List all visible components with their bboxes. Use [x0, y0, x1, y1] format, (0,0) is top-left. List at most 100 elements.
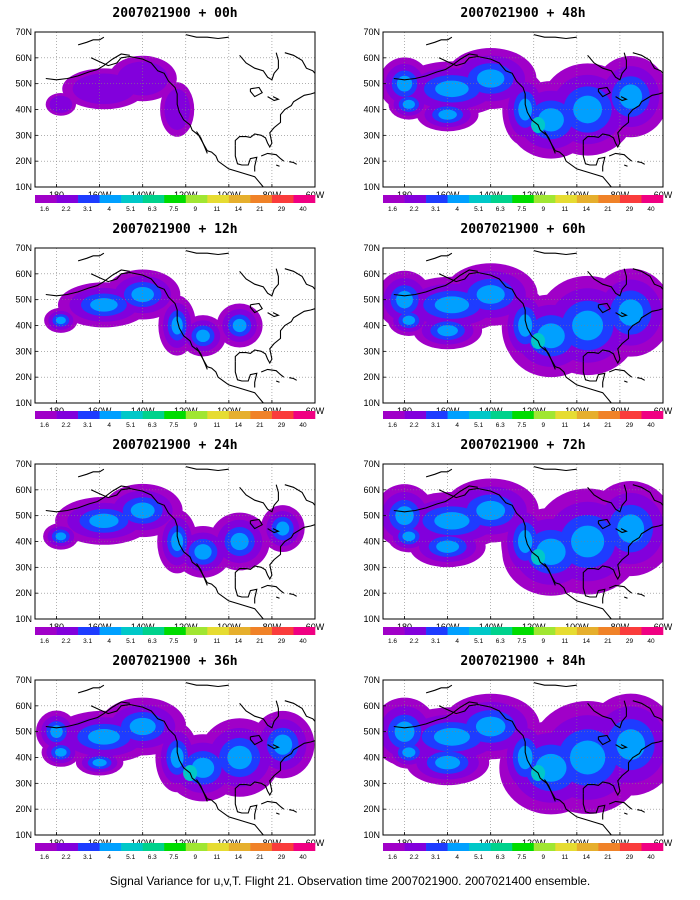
- latitude-label: 50N: [15, 727, 32, 737]
- latitude-label: 10N: [363, 398, 380, 408]
- variance-map: 70N60N50N40N30N20N10N180160W140W120W100W…: [15, 675, 324, 861]
- latitude-label: 20N: [363, 372, 380, 382]
- variance-contour: [618, 299, 644, 326]
- colorbar-swatch: [641, 411, 664, 419]
- colorbar-swatch: [99, 627, 122, 635]
- colorbar-label: 40: [647, 638, 655, 645]
- variance-contour: [476, 285, 505, 304]
- colorbar-swatch: [533, 627, 556, 635]
- latitude-label: 10N: [363, 830, 380, 840]
- colorbar-label: 1.6: [40, 422, 49, 429]
- latitude-label: 40N: [363, 105, 380, 115]
- coastlines: [45, 682, 315, 835]
- map-panel: 2007021900 + 00h70N60N50N40N30N20N10N180…: [0, 6, 330, 218]
- panel-title: 2007021900 + 48h: [460, 6, 586, 21]
- latitude-label: 10N: [363, 182, 380, 192]
- colorbar-swatch: [512, 843, 535, 851]
- colorbar-swatch: [576, 627, 599, 635]
- colorbar-swatch: [619, 411, 642, 419]
- colorbar-label: 3.1: [83, 206, 92, 213]
- colorbar-label: 2.2: [62, 206, 71, 213]
- colorbar-swatch: [207, 411, 230, 419]
- colorbar-swatch: [447, 195, 470, 203]
- colorbar-label: 1.6: [388, 206, 397, 213]
- colorbar-swatch: [271, 195, 294, 203]
- colorbar-swatch: [78, 411, 100, 419]
- colorbar-label: 11: [561, 422, 568, 429]
- colorbar-swatch: [447, 411, 470, 419]
- colorbar-label: 21: [604, 638, 612, 645]
- colorbar-swatch: [576, 195, 599, 203]
- colorbar-label: 14: [583, 206, 591, 213]
- colorbar-label: 7.5: [169, 422, 178, 429]
- colorbar: 1.6 2.2 3.1 4 5.1 6.3 7.5 9 11 14 21 29 40: [35, 627, 316, 645]
- variance-contour: [433, 727, 470, 746]
- latitude-label: 50N: [363, 79, 380, 89]
- colorbar-swatch: [469, 843, 491, 851]
- coastlines: [393, 682, 663, 835]
- variance-contour: [88, 729, 120, 745]
- graticule: [383, 248, 663, 403]
- variance-contour: [130, 502, 155, 519]
- colorbar-swatch: [121, 843, 143, 851]
- colorbar-label: 7.5: [169, 206, 178, 213]
- colorbar-swatch: [383, 627, 405, 635]
- colorbar-swatch: [404, 627, 427, 635]
- colorbar-label: 29: [626, 206, 634, 213]
- colorbar-label: 11: [213, 854, 220, 861]
- colorbar-label: 40: [647, 854, 655, 861]
- latitude-label: 70N: [363, 27, 380, 37]
- colorbar-label: 14: [235, 422, 243, 429]
- colorbar-swatch: [185, 411, 208, 419]
- map-panel: 2007021900 + 12h70N60N50N40N30N20N10N180…: [0, 222, 330, 434]
- variance-contour: [273, 734, 293, 755]
- colorbar-label: 5.1: [474, 422, 483, 429]
- colorbar-swatch: [619, 195, 642, 203]
- colorbar-swatch: [404, 843, 427, 851]
- latitude-label: 20N: [15, 804, 32, 814]
- colorbar-swatch: [164, 843, 187, 851]
- colorbar: 1.6 2.2 3.1 4 5.1 6.3 7.5 9 11 14 21 29 40: [35, 195, 316, 213]
- graticule: [35, 464, 315, 619]
- coastlines: [393, 466, 663, 619]
- colorbar: 1.6 2.2 3.1 4 5.1 6.3 7.5 9 11 14 21 29 40: [35, 411, 316, 429]
- latitude-label: 40N: [15, 105, 32, 115]
- variance-map: 70N60N50N40N30N20N10N180160W140W120W100W…: [15, 243, 324, 429]
- colorbar-label: 7.5: [517, 206, 526, 213]
- map-panel: 2007021900 + 48h70N60N50N40N30N20N10N180…: [348, 6, 678, 218]
- latitude-label: 10N: [15, 182, 32, 192]
- colorbar-swatch: [576, 843, 599, 851]
- colorbar-label: 5.1: [474, 854, 483, 861]
- colorbar-label: 1.6: [40, 854, 49, 861]
- colorbar-label: 2.2: [62, 854, 71, 861]
- colorbar-label: 5.1: [474, 206, 483, 213]
- latitude-label: 70N: [363, 243, 380, 253]
- colorbar-swatch: [469, 195, 491, 203]
- latitude-label: 30N: [363, 130, 380, 140]
- colorbar-label: 7.5: [517, 638, 526, 645]
- colorbar-swatch: [271, 627, 294, 635]
- colorbar: 1.6 2.2 3.1 4 5.1 6.3 7.5 9 11 14 21 29 40: [383, 195, 664, 213]
- colorbar-label: 2.2: [62, 422, 71, 429]
- colorbar-label: 29: [626, 854, 634, 861]
- coastlines: [45, 250, 315, 403]
- colorbar-label: 6.3: [148, 206, 157, 213]
- latitude-label: 20N: [363, 156, 380, 166]
- colorbar-swatch: [512, 627, 535, 635]
- variance-contour: [92, 758, 107, 767]
- colorbar-label: 6.3: [148, 422, 157, 429]
- colorbar-label: 1.6: [388, 854, 397, 861]
- latitude-label: 10N: [15, 614, 32, 624]
- colorbar: 1.6 2.2 3.1 4 5.1 6.3 7.5 9 11 14 21 29 40: [35, 843, 316, 861]
- variance-contour: [438, 109, 457, 120]
- variance-contour: [196, 329, 210, 343]
- colorbar-label: 4: [455, 206, 459, 213]
- colorbar-swatch: [293, 411, 316, 419]
- colorbar-label: 9: [193, 854, 197, 861]
- graticule: [383, 32, 663, 187]
- colorbar-swatch: [555, 195, 578, 203]
- variance-contour: [90, 298, 118, 312]
- panel-title: 2007021900 + 72h: [460, 438, 586, 453]
- colorbar-label: 11: [213, 638, 220, 645]
